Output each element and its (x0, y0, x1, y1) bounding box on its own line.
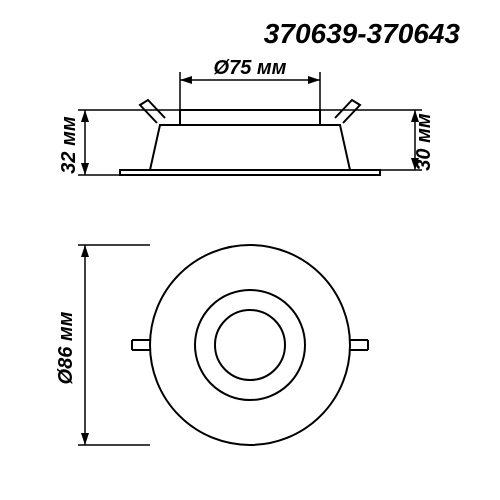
product-code-title: 370639-370643 (264, 18, 460, 50)
dim-left-label: 32 мм (58, 116, 80, 174)
front-view (132, 245, 368, 445)
dim-top-label: Ø75 мм (214, 57, 287, 79)
dim-right-label: 30 мм (413, 113, 435, 171)
dim-right-height: 30 мм (320, 110, 435, 171)
technical-drawing: Ø75 мм 32 мм 30 мм (0, 0, 500, 500)
dim-left-height: 32 мм (58, 110, 180, 175)
dim-top-diameter: Ø75 мм (180, 57, 320, 110)
dim-outer-diameter: Ø86 мм (55, 245, 150, 445)
side-elevation (120, 100, 380, 175)
dim-outer-label: Ø86 мм (55, 311, 77, 384)
